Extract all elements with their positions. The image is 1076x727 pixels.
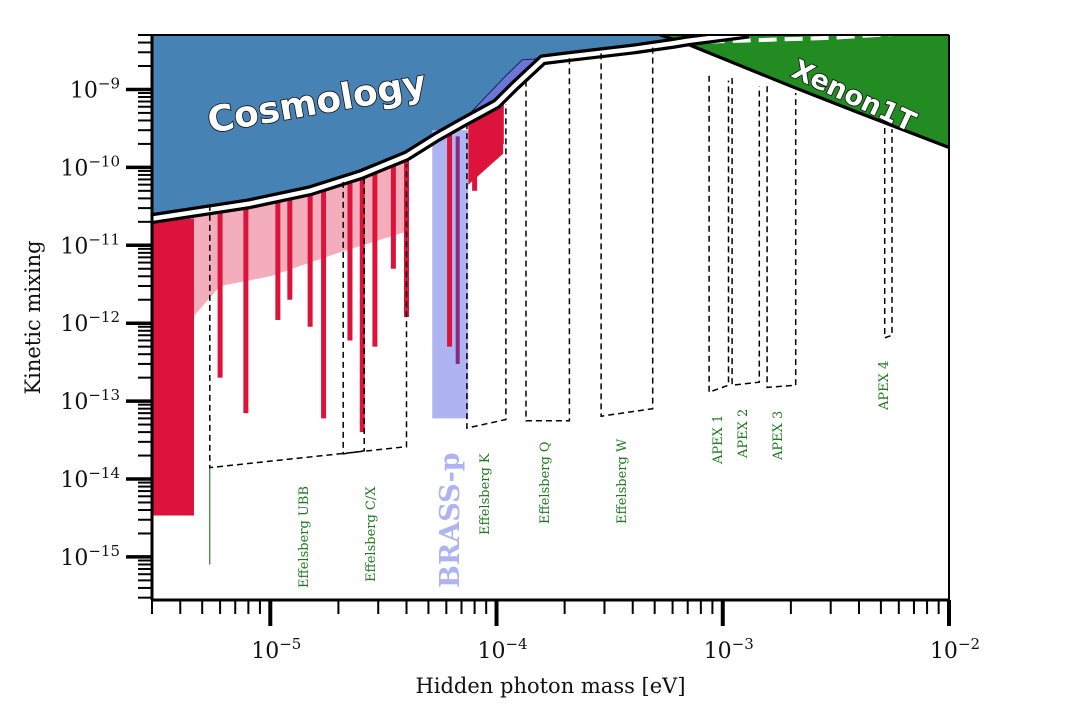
sensitivity-box-1 bbox=[342, 177, 365, 455]
red-exclusion-spike-9 bbox=[372, 168, 378, 347]
sensitivity-box-7 bbox=[766, 86, 797, 389]
y-tick-label-1: 10−10 bbox=[60, 152, 120, 181]
y-tick-label-0: 10−9 bbox=[70, 74, 120, 103]
red-exclusion-spike-0 bbox=[152, 218, 194, 516]
experiment-label-6: APEX 2 bbox=[736, 409, 751, 459]
experiment-label-7: APEX 3 bbox=[771, 411, 786, 461]
axes-frame bbox=[126, 34, 951, 626]
experiment-label-0: Effelsberg UBB bbox=[297, 486, 312, 588]
red-exclusion-block bbox=[468, 103, 504, 185]
x-tick-label-1: 10−4 bbox=[477, 635, 527, 664]
y-tick-label-3: 10−12 bbox=[60, 308, 120, 337]
brass-p-dark-line bbox=[455, 136, 460, 364]
cosmology-region bbox=[152, 35, 734, 219]
experiment-label-4: Effelsberg W bbox=[615, 438, 630, 524]
x-tick-label-3: 10−2 bbox=[930, 635, 980, 664]
x-tick-label-0: 10−5 bbox=[251, 635, 301, 664]
experiment-label-5: APEX 1 bbox=[711, 415, 726, 465]
y-tick-label-4: 10−13 bbox=[60, 386, 120, 415]
sensitivity-box-4 bbox=[600, 45, 654, 418]
red-exclusion-spike-10 bbox=[390, 161, 396, 269]
y-tick-label-5: 10−14 bbox=[60, 464, 120, 493]
y-tick-label-2: 10−11 bbox=[60, 230, 120, 259]
red-exclusion-spike-2 bbox=[243, 204, 249, 414]
red-exclusion-spike-12 bbox=[447, 129, 453, 347]
red-exclusion-spike-1 bbox=[217, 208, 223, 378]
x-axis-title: Hidden photon mass [eV] bbox=[415, 674, 685, 698]
y-axis-title: Kinetic mixing bbox=[21, 240, 45, 394]
experiment-label-1: Effelsberg C/X bbox=[364, 486, 379, 582]
sensitivity-box-3 bbox=[525, 57, 571, 422]
red-exclusion-spike-7 bbox=[347, 178, 353, 341]
plot-area bbox=[152, 35, 949, 565]
y-tick-label-6: 10−15 bbox=[60, 542, 120, 571]
sensitivity-box-8 bbox=[883, 128, 893, 339]
red-exclusion-spike-8 bbox=[359, 174, 365, 433]
experiment-label-2: Effelsberg K bbox=[478, 453, 493, 535]
sensitivity-box-5 bbox=[708, 75, 730, 394]
labels-layer: 10−5 10−4 10−3 10−2 10−9 10−10 10−11 10−12 10−13… bbox=[21, 53, 980, 698]
sensitivity-box-6 bbox=[731, 78, 761, 387]
red-exclusion-spike-5 bbox=[307, 190, 313, 327]
red-exclusion-spike-6 bbox=[321, 186, 327, 419]
red-exclusion-spike-4 bbox=[287, 195, 293, 300]
x-tick-label-2: 10−3 bbox=[704, 635, 754, 664]
experiment-label-3: Effelsberg Q bbox=[538, 441, 553, 524]
experiment-label-8: APEX 4 bbox=[877, 361, 892, 411]
red-exclusion-spike-3 bbox=[275, 197, 281, 320]
cosmology-boundary-inner bbox=[152, 35, 749, 221]
brass-p-label: BRASS-p bbox=[435, 452, 466, 588]
sensitivity-box-2 bbox=[466, 104, 507, 430]
sensitivity-box-0 bbox=[209, 164, 408, 469]
